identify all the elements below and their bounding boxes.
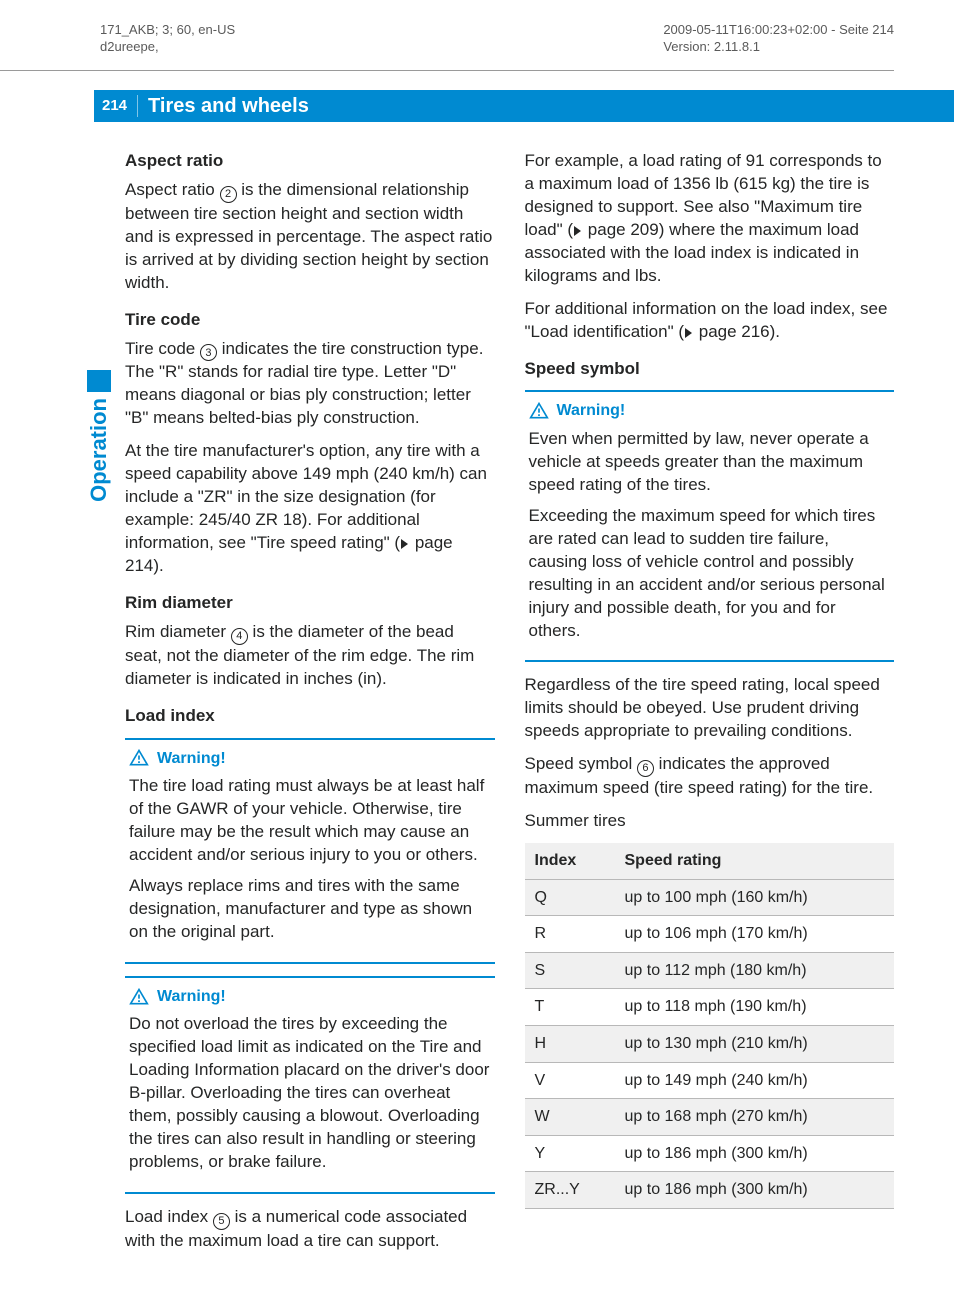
page-ref: page 216	[699, 322, 770, 341]
chapter-header: 214 Tires and wheels	[94, 90, 954, 122]
meta-left-line2: d2ureepe,	[100, 39, 235, 56]
text: ).	[153, 556, 163, 575]
cell-index: H	[525, 1026, 615, 1063]
cell-rating: up to 100 mph (160 km/h)	[615, 879, 895, 916]
right-intro-p1: For example, a load rating of 91 corresp…	[525, 150, 895, 288]
meta-right: 2009-05-11T16:00:23+02:00 - Seite 214 Ve…	[663, 22, 894, 56]
cell-index: S	[525, 952, 615, 989]
page-content: Aspect ratio Aspect ratio 2 is the dimen…	[125, 150, 894, 1263]
meta-left: 171_AKB; 3; 60, en-US d2ureepe,	[100, 22, 235, 56]
cell-index: V	[525, 1062, 615, 1099]
page-ref: page 209	[588, 220, 659, 239]
cell-rating: up to 130 mph (210 km/h)	[615, 1026, 895, 1063]
cell-index: W	[525, 1099, 615, 1136]
table-row: Rup to 106 mph (170 km/h)	[525, 916, 895, 953]
cell-rating: up to 106 mph (170 km/h)	[615, 916, 895, 953]
heading-tire-code: Tire code	[125, 309, 495, 332]
text: Aspect ratio	[125, 180, 220, 199]
table-caption: Summer tires	[525, 810, 895, 833]
reference-icon	[401, 539, 408, 549]
warning-header: Warning!	[129, 986, 491, 1008]
table-row: Yup to 186 mph (300 km/h)	[525, 1135, 895, 1172]
cell-rating: up to 112 mph (180 km/h)	[615, 952, 895, 989]
left-column: Aspect ratio Aspect ratio 2 is the dimen…	[125, 150, 495, 1263]
warning-triangle-icon	[129, 748, 149, 768]
tire-code-p1: Tire code 3 indicates the tire construct…	[125, 338, 495, 431]
heading-aspect-ratio: Aspect ratio	[125, 150, 495, 173]
table-header-row: Index Speed rating	[525, 843, 895, 879]
col-index: Index	[525, 843, 615, 879]
reference-icon	[685, 328, 692, 338]
warning-label: Warning!	[157, 986, 226, 1008]
warning-box-speed: Warning! Even when permitted by law, nev…	[525, 390, 895, 662]
table-row: Wup to 168 mph (270 km/h)	[525, 1099, 895, 1136]
cell-index: Y	[525, 1135, 615, 1172]
text: ).	[770, 322, 780, 341]
cell-rating: up to 149 mph (240 km/h)	[615, 1062, 895, 1099]
warning-box-load-2: Warning! Do not overload the tires by ex…	[125, 976, 495, 1194]
table-row: Qup to 100 mph (160 km/h)	[525, 879, 895, 916]
cell-index: ZR...Y	[525, 1172, 615, 1209]
table-row: Sup to 112 mph (180 km/h)	[525, 952, 895, 989]
warning-triangle-icon	[529, 401, 549, 421]
top-rule	[0, 70, 894, 71]
table-row: ZR...Yup to 186 mph (300 km/h)	[525, 1172, 895, 1209]
table-row: Vup to 149 mph (240 km/h)	[525, 1062, 895, 1099]
text: Tire code	[125, 339, 200, 358]
cell-rating: up to 168 mph (270 km/h)	[615, 1099, 895, 1136]
right-column: For example, a load rating of 91 corresp…	[525, 150, 895, 1263]
warning-text: Always replace rims and tires with the s…	[129, 875, 491, 944]
cell-index: Q	[525, 879, 615, 916]
text: Speed symbol	[525, 754, 637, 773]
circled-4-icon: 4	[231, 628, 248, 645]
cell-rating: up to 186 mph (300 km/h)	[615, 1135, 895, 1172]
warning-header: Warning!	[529, 400, 891, 422]
side-tab-block	[87, 370, 111, 392]
speed-symbol-body: Speed symbol 6 indicates the approved ma…	[525, 753, 895, 800]
heading-speed-symbol: Speed symbol	[525, 358, 895, 381]
warning-text: Do not overload the tires by exceeding t…	[129, 1013, 491, 1174]
circled-2-icon: 2	[220, 186, 237, 203]
text: Rim diameter	[125, 622, 231, 641]
cell-index: T	[525, 989, 615, 1026]
right-intro-p2: For additional information on the load i…	[525, 298, 895, 344]
heading-load-index: Load index	[125, 705, 495, 728]
load-index-trailing: Load index 5 is a numerical code associa…	[125, 1206, 495, 1253]
circled-6-icon: 6	[637, 760, 654, 777]
meta-right-line2: Version: 2.11.8.1	[663, 39, 894, 56]
warning-label: Warning!	[557, 400, 626, 422]
meta-left-line1: 171_AKB; 3; 60, en-US	[100, 22, 235, 39]
tire-code-p2: At the tire manufacturer's option, any t…	[125, 440, 495, 578]
table-row: Tup to 118 mph (190 km/h)	[525, 989, 895, 1026]
chapter-title: Tires and wheels	[138, 93, 309, 120]
circled-3-icon: 3	[200, 344, 217, 361]
table-row: Hup to 130 mph (210 km/h)	[525, 1026, 895, 1063]
aspect-ratio-body: Aspect ratio 2 is the dimensional relati…	[125, 179, 495, 295]
warning-box-load-1: Warning! The tire load rating must alway…	[125, 738, 495, 964]
cell-index: R	[525, 916, 615, 953]
warning-text: The tire load rating must always be at l…	[129, 775, 491, 867]
reference-icon	[574, 226, 581, 236]
heading-rim-diameter: Rim diameter	[125, 592, 495, 615]
warning-label: Warning!	[157, 748, 226, 770]
text: Load index	[125, 1207, 213, 1226]
circled-5-icon: 5	[213, 1213, 230, 1230]
speed-after-warning: Regardless of the tire speed rating, loc…	[525, 674, 895, 743]
warning-text: Exceeding the maximum speed for which ti…	[529, 505, 891, 643]
print-metadata: 171_AKB; 3; 60, en-US d2ureepe, 2009-05-…	[100, 22, 894, 56]
warning-triangle-icon	[129, 987, 149, 1007]
meta-right-line1: 2009-05-11T16:00:23+02:00 - Seite 214	[663, 22, 894, 39]
col-speed: Speed rating	[615, 843, 895, 879]
cell-rating: up to 118 mph (190 km/h)	[615, 989, 895, 1026]
side-tab: Operation	[84, 370, 114, 502]
section-label: Operation	[84, 398, 114, 502]
page-number: 214	[94, 95, 138, 117]
warning-text: Even when permitted by law, never operat…	[529, 428, 891, 497]
speed-rating-table: Index Speed rating Qup to 100 mph (160 k…	[525, 843, 895, 1209]
warning-header: Warning!	[129, 748, 491, 770]
cell-rating: up to 186 mph (300 km/h)	[615, 1172, 895, 1209]
rim-diameter-body: Rim diameter 4 is the diameter of the be…	[125, 621, 495, 691]
